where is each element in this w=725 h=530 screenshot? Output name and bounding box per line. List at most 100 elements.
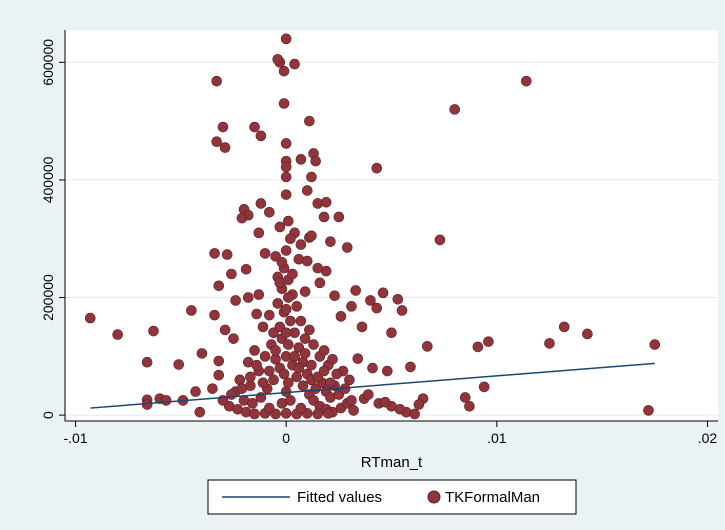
scatter-point bbox=[230, 295, 241, 306]
scatter-point bbox=[297, 380, 309, 392]
scatter-point bbox=[394, 403, 406, 415]
scatter-point bbox=[221, 249, 233, 260]
scatter-point bbox=[226, 268, 237, 280]
scatter-point bbox=[249, 408, 260, 420]
scatter-point bbox=[280, 327, 292, 339]
scatter-point bbox=[259, 248, 271, 259]
scatter-point bbox=[318, 211, 330, 223]
scatter-point bbox=[350, 285, 361, 296]
scatter-point bbox=[301, 185, 313, 196]
scatter-point bbox=[211, 136, 222, 148]
legend-label-points: TKFormalMan bbox=[445, 489, 540, 506]
tick-labels: 0 200000 400000 600000 -.01 0 .01 .02 bbox=[40, 39, 717, 446]
scatter-point bbox=[346, 395, 357, 406]
scatter-point bbox=[211, 75, 222, 87]
fitted-values-line bbox=[90, 362, 655, 409]
scatter-point bbox=[160, 395, 172, 406]
scatter-point bbox=[186, 305, 197, 316]
scatter-point bbox=[217, 121, 229, 133]
x-tick-label: 0 bbox=[282, 430, 290, 446]
scatter-point bbox=[194, 406, 206, 418]
scatter-point bbox=[295, 315, 307, 327]
scatter-point bbox=[377, 287, 389, 299]
scatter-point bbox=[643, 405, 654, 416]
scatter-point bbox=[264, 309, 275, 321]
scatter-point bbox=[312, 262, 324, 274]
y-tick-label: 600000 bbox=[40, 39, 56, 86]
scatter-point bbox=[333, 211, 345, 223]
scatter-point bbox=[289, 351, 300, 362]
scatter-point bbox=[371, 162, 383, 174]
scatter-point bbox=[264, 402, 275, 414]
scatter-point bbox=[257, 377, 269, 389]
scatter-point bbox=[308, 339, 319, 350]
scatter-point bbox=[327, 353, 338, 365]
scatter-point bbox=[112, 329, 123, 340]
scatter-point bbox=[280, 189, 292, 200]
scatter-point bbox=[226, 389, 237, 400]
scatter-point bbox=[249, 345, 260, 356]
scatter-point bbox=[251, 308, 262, 320]
scatter-point bbox=[381, 365, 393, 377]
scatter-point bbox=[259, 351, 271, 362]
scatter-point bbox=[329, 290, 340, 302]
scatter-point bbox=[280, 408, 292, 419]
scatter-point bbox=[148, 325, 159, 337]
scatter-point bbox=[280, 161, 292, 173]
scatter-point bbox=[282, 377, 294, 389]
scatter-point bbox=[240, 264, 252, 275]
scatter-point bbox=[310, 155, 321, 167]
scatter-point bbox=[278, 65, 290, 77]
scatter-point bbox=[464, 401, 475, 412]
scatter-point bbox=[255, 130, 267, 142]
y-tick-label: 400000 bbox=[40, 156, 56, 203]
scatter-point bbox=[478, 381, 490, 393]
scatter-point bbox=[649, 339, 661, 350]
scatter-point bbox=[282, 339, 294, 350]
scatter-point bbox=[270, 345, 281, 356]
scatter-point bbox=[295, 402, 307, 414]
scatter-point bbox=[306, 359, 317, 371]
scatter-point bbox=[582, 328, 593, 340]
scatter-point bbox=[257, 321, 269, 333]
scatter-point bbox=[272, 298, 284, 309]
scatter-point bbox=[234, 374, 246, 386]
scatter-point bbox=[249, 121, 260, 133]
scatter-point bbox=[173, 359, 185, 370]
scatter-point bbox=[268, 374, 279, 386]
x-tick-label: -.01 bbox=[63, 430, 87, 446]
scatter-point bbox=[325, 377, 336, 389]
scatter-point bbox=[371, 302, 383, 314]
scatter-point bbox=[344, 374, 355, 386]
scatter-point bbox=[285, 395, 296, 406]
scatter-point bbox=[459, 392, 471, 403]
y-tick-label: 0 bbox=[40, 411, 56, 419]
scatter-point bbox=[253, 227, 265, 239]
scatter-point bbox=[280, 171, 292, 183]
y-tick-label: 200000 bbox=[40, 274, 56, 321]
scatter-point bbox=[544, 338, 555, 349]
scatter-point bbox=[335, 311, 347, 322]
scatter-point bbox=[272, 54, 284, 65]
scatter-point bbox=[213, 280, 225, 292]
scatter-point bbox=[483, 336, 494, 347]
scatter-point bbox=[236, 212, 248, 224]
scatter-point bbox=[280, 33, 292, 45]
scatter-point bbox=[245, 371, 256, 383]
scatter-point bbox=[253, 289, 265, 300]
scatter-point bbox=[396, 305, 408, 316]
scatter-point bbox=[280, 245, 292, 256]
scatter-point bbox=[363, 389, 374, 400]
scatter-point bbox=[219, 324, 231, 336]
scatter-point bbox=[196, 348, 208, 359]
scatter-point bbox=[472, 341, 484, 353]
scatter-point bbox=[264, 365, 275, 377]
scatter-point bbox=[289, 58, 300, 70]
scatter-points bbox=[84, 33, 661, 420]
scatter-point bbox=[276, 256, 288, 268]
scatter-point bbox=[306, 230, 317, 242]
scatter-point bbox=[521, 75, 532, 87]
x-tick-label: .02 bbox=[698, 430, 718, 446]
scatter-point bbox=[293, 362, 305, 374]
